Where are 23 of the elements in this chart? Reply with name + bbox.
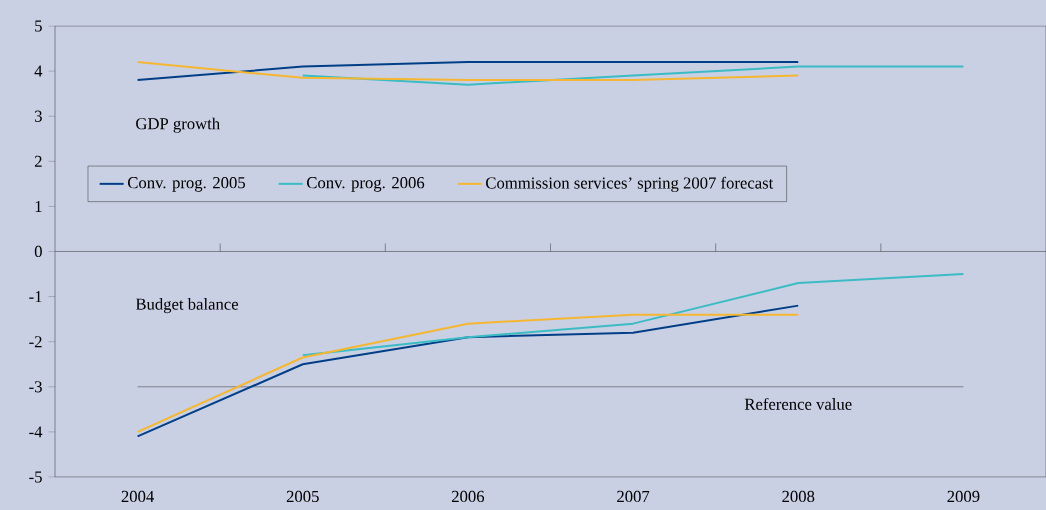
y-tick-label: -2 bbox=[29, 336, 42, 348]
annotation: Budget balance bbox=[135, 298, 239, 314]
y-tick-label: 1 bbox=[35, 200, 42, 212]
legend-label: Conv. prog. 2005 bbox=[128, 177, 246, 192]
y-tick-label: -3 bbox=[29, 381, 42, 393]
x-tick-label: 2008 bbox=[782, 490, 815, 503]
y-tick-label: 4 bbox=[34, 65, 43, 77]
y-tick-label: 3 bbox=[34, 110, 42, 122]
x-tick-label: 2004 bbox=[121, 490, 154, 503]
y-tick-label: -4 bbox=[29, 426, 43, 438]
annotation: GDP growth bbox=[136, 117, 220, 133]
x-tick-label: 2005 bbox=[286, 490, 319, 503]
y-tick-label: 0 bbox=[34, 245, 42, 258]
x-tick-label: 2006 bbox=[451, 490, 485, 503]
y-tick-label: 2 bbox=[34, 155, 42, 167]
x-tick-label: 2009 bbox=[947, 490, 980, 503]
y-tick-label: -1 bbox=[29, 291, 42, 303]
y-tick-label: -5 bbox=[29, 471, 42, 483]
ref-line-label: Reference value bbox=[744, 397, 852, 410]
legend-label: Conv. prog. 2006 bbox=[307, 177, 425, 192]
y-tick-label: 5 bbox=[35, 20, 42, 32]
legend-label: Commission services’ spring 2007 forecast bbox=[486, 176, 774, 193]
x-tick-label: 2007 bbox=[617, 490, 650, 503]
